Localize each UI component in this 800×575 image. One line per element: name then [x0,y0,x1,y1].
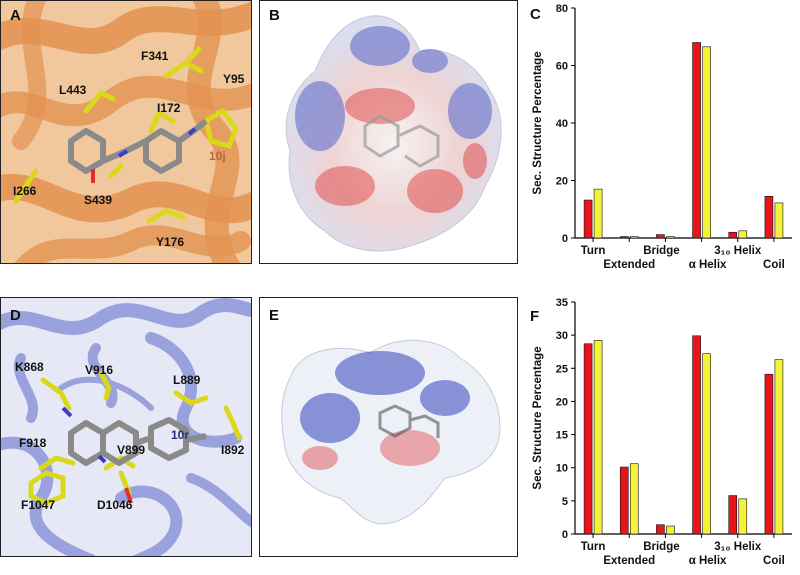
panel-e: E [259,297,518,557]
x-tick-label: Extended [603,259,655,271]
panel-letter: D [10,307,21,324]
panel-letter: A [10,7,21,24]
bar [583,343,593,535]
x-tick-label: 3₁₀ Helix [714,541,762,553]
bar [666,236,675,239]
x-tick-label: Coil [763,555,785,567]
bar [656,234,665,239]
residue-label: L889 [173,373,201,387]
residue-label: I172 [157,101,181,115]
panel-letter: F [530,308,540,325]
bar [593,188,603,239]
bar [656,524,665,535]
residue-label: F341 [141,49,169,63]
x-tick-label: Bridge [643,245,679,257]
panel-b: B [259,0,518,264]
bar [764,196,774,239]
electrostatic-surface-b [260,1,517,263]
residue-label: F1047 [21,498,56,512]
y-tick-label: 40 [556,118,568,130]
protein-structure-a [1,1,251,263]
residue-label: V899 [117,443,146,457]
y-tick-label: 10 [556,463,568,475]
y-axis-label: Sec. Structure Percentage [532,346,544,489]
bar [619,236,629,239]
y-tick-label: 0 [562,529,568,541]
residue-label: V916 [85,363,114,377]
y-tick-label: 80 [556,3,568,15]
bar [728,231,738,239]
y-tick-label: 5 [562,496,568,508]
bar [593,340,603,535]
bar [692,42,701,239]
y-tick-label: 35 [556,297,568,309]
y-tick-label: 30 [556,330,568,342]
y-tick-label: 0 [562,233,568,245]
ligand-label: 10r [171,428,190,442]
residue-label: F918 [19,436,47,450]
electrostatic-surface-e [260,298,517,556]
bar [629,463,639,535]
residue-label: D1046 [97,498,133,512]
bar [738,230,748,239]
x-tick-label: α Helix [689,555,727,567]
x-tick-label: 3₁₀ Helix [714,245,762,257]
bar [728,495,738,535]
ligand-label: 10j [209,149,226,163]
residue-label: Y176 [156,235,185,249]
bar [774,359,784,535]
x-tick-label: Turn [581,245,606,257]
panel-letter: E [269,307,280,324]
bar-chart-f: 0 5 10 15 20 25 30 35 Sec. Structure Percentage T… [532,297,792,567]
y-tick-label: 25 [556,363,568,375]
residue-label: K868 [15,360,44,374]
residue-label: L443 [59,83,87,97]
panel-d: D K868 V916 L889 F918 I892 V899 F1047 D1… [0,297,252,557]
residue-label: I892 [221,443,245,457]
x-tick-label: Coil [763,259,785,271]
panel-f: F 0 5 10 15 20 25 30 35 Sec. Structure Percentag… [520,288,800,570]
bar-chart-c: 0 20 40 60 80 Sec. Structure Percentage Turn Ex… [532,3,792,271]
x-tick-label: Bridge [643,541,679,553]
bar [629,236,639,239]
y-tick-label: 20 [556,396,568,408]
y-tick-label: 15 [556,430,568,442]
x-tick-label: α Helix [689,259,727,271]
bar [666,525,675,535]
protein-structure-d [1,298,251,556]
panel-letter: B [269,7,280,24]
y-tick-label: 20 [556,176,568,188]
residue-label: S439 [84,193,113,207]
y-tick-label: 60 [556,61,568,73]
panel-letter: C [530,6,541,23]
x-tick-label: Extended [603,555,655,567]
bar [692,335,701,535]
bar [619,466,629,535]
bar [774,202,784,239]
bar [702,353,711,535]
bar [764,373,774,535]
residue-label: Y95 [223,72,245,86]
x-tick-label: Turn [581,541,606,553]
bar [738,498,748,535]
panel-c: C 0 20 40 60 80 Sec. Structure Percentage Turn… [520,0,800,285]
residue-label: I266 [13,184,37,198]
bar [702,46,711,239]
y-axis-label: Sec. Structure Percentage [532,51,544,194]
bar [583,199,593,239]
panel-a: A F341 Y95 L443 I172 I266 S439 Y176 10j [0,0,252,264]
